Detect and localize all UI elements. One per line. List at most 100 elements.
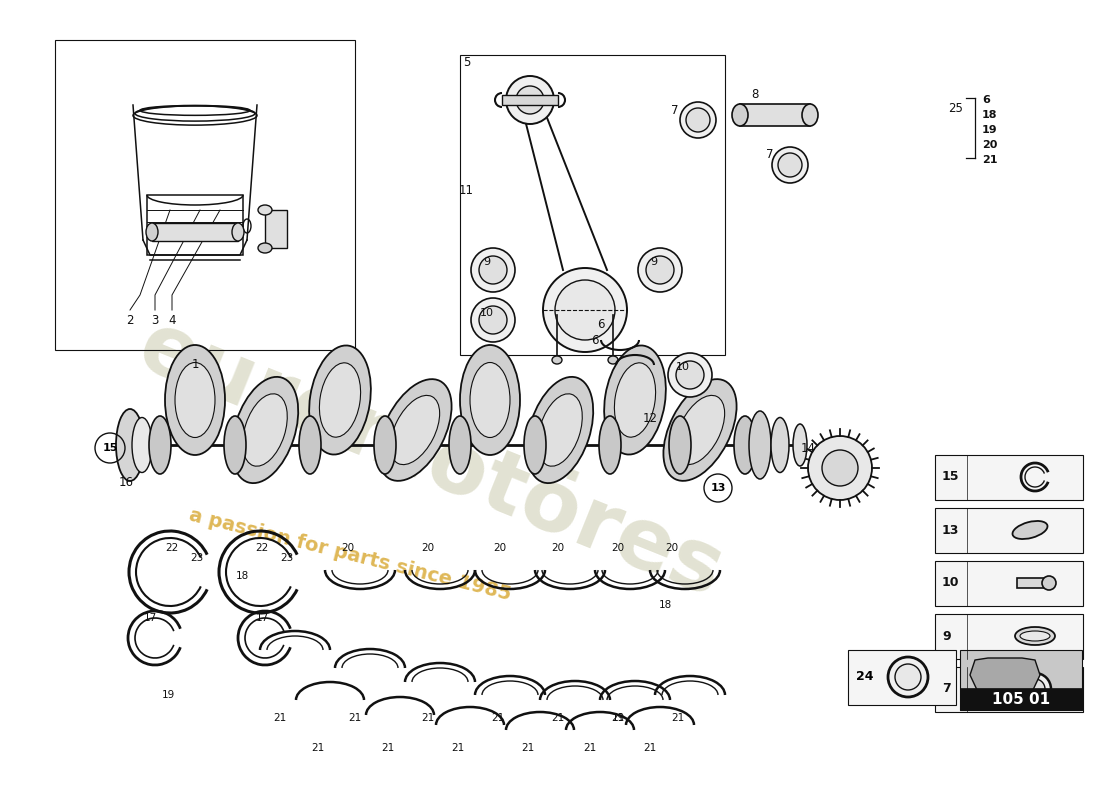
Circle shape — [478, 306, 507, 334]
Text: 6: 6 — [982, 95, 990, 105]
Bar — [147, 195, 243, 255]
Text: 21: 21 — [644, 743, 657, 753]
Text: 10: 10 — [676, 362, 690, 372]
Text: 17: 17 — [143, 613, 156, 623]
Text: 19: 19 — [982, 125, 998, 135]
Ellipse shape — [669, 416, 691, 474]
Circle shape — [680, 102, 716, 138]
Ellipse shape — [749, 411, 771, 479]
Text: 6: 6 — [597, 318, 605, 331]
Text: 19: 19 — [612, 713, 625, 723]
Text: 14: 14 — [801, 442, 815, 454]
Ellipse shape — [771, 418, 789, 473]
Text: 21: 21 — [349, 713, 362, 723]
Bar — [848, 650, 956, 705]
Text: 18: 18 — [235, 571, 249, 581]
Ellipse shape — [615, 363, 656, 437]
Circle shape — [471, 248, 515, 292]
Text: 11: 11 — [459, 183, 473, 197]
Bar — [960, 650, 1082, 710]
Circle shape — [808, 436, 872, 500]
Text: 19: 19 — [162, 690, 175, 700]
Text: 16: 16 — [119, 475, 133, 489]
Text: 8: 8 — [751, 89, 759, 102]
Ellipse shape — [552, 356, 562, 364]
Text: 1: 1 — [191, 358, 199, 371]
Ellipse shape — [527, 377, 593, 483]
Ellipse shape — [378, 379, 452, 481]
Text: 4: 4 — [168, 314, 176, 326]
Ellipse shape — [146, 223, 158, 241]
Text: 17: 17 — [255, 613, 268, 623]
Text: 7: 7 — [767, 149, 773, 162]
Text: 18: 18 — [659, 600, 672, 610]
Circle shape — [478, 256, 507, 284]
Bar — [1018, 578, 1045, 588]
Ellipse shape — [116, 409, 144, 481]
Text: 21: 21 — [671, 713, 684, 723]
Text: 6: 6 — [592, 334, 598, 346]
Text: 20: 20 — [666, 543, 679, 553]
Ellipse shape — [299, 416, 321, 474]
Ellipse shape — [258, 205, 272, 215]
Text: a passion for parts since 1985: a passion for parts since 1985 — [187, 506, 513, 604]
Circle shape — [822, 450, 858, 486]
Text: 9: 9 — [942, 630, 950, 642]
Text: 10: 10 — [942, 577, 959, 590]
Circle shape — [471, 298, 515, 342]
Circle shape — [895, 664, 921, 690]
Ellipse shape — [1020, 631, 1050, 641]
Ellipse shape — [1012, 521, 1047, 539]
Bar — [935, 614, 1084, 659]
Ellipse shape — [165, 345, 226, 455]
Bar — [935, 561, 1084, 606]
Ellipse shape — [600, 416, 621, 474]
Ellipse shape — [460, 345, 520, 455]
Text: 20: 20 — [421, 543, 434, 553]
Text: 20: 20 — [982, 140, 998, 150]
Text: 22: 22 — [255, 543, 268, 553]
Text: 21: 21 — [982, 155, 998, 165]
Text: 10: 10 — [480, 308, 494, 318]
Ellipse shape — [232, 223, 244, 241]
Ellipse shape — [675, 395, 725, 465]
Text: 15: 15 — [102, 443, 118, 453]
Text: 7: 7 — [671, 103, 679, 117]
Ellipse shape — [793, 424, 807, 466]
Text: 5: 5 — [463, 57, 471, 70]
Ellipse shape — [319, 363, 361, 437]
Ellipse shape — [1042, 576, 1056, 590]
Text: 21: 21 — [612, 713, 625, 723]
Text: 15: 15 — [942, 470, 959, 483]
Text: 21: 21 — [583, 743, 596, 753]
Ellipse shape — [470, 362, 510, 438]
Bar — [935, 508, 1084, 553]
Ellipse shape — [258, 243, 272, 253]
Bar — [55, 40, 355, 350]
Text: 25: 25 — [948, 102, 964, 114]
Ellipse shape — [1015, 627, 1055, 645]
Text: 20: 20 — [551, 543, 564, 553]
Text: 21: 21 — [521, 743, 535, 753]
Text: 18: 18 — [982, 110, 998, 120]
Circle shape — [516, 86, 544, 114]
Text: 21: 21 — [421, 713, 434, 723]
Ellipse shape — [132, 418, 152, 473]
Ellipse shape — [734, 416, 756, 474]
Text: 13: 13 — [942, 523, 959, 537]
Circle shape — [638, 248, 682, 292]
Bar — [502, 95, 558, 105]
Text: 22: 22 — [165, 543, 178, 553]
Text: 20: 20 — [494, 543, 507, 553]
Text: 9: 9 — [483, 257, 491, 267]
Text: 7: 7 — [942, 682, 950, 695]
Text: 21: 21 — [382, 743, 395, 753]
Text: 13: 13 — [711, 483, 726, 493]
Ellipse shape — [663, 379, 737, 481]
Ellipse shape — [175, 362, 214, 438]
Bar — [740, 104, 810, 126]
Text: 21: 21 — [492, 713, 505, 723]
Text: 20: 20 — [612, 543, 625, 553]
Bar — [460, 55, 725, 355]
Text: 21: 21 — [551, 713, 564, 723]
